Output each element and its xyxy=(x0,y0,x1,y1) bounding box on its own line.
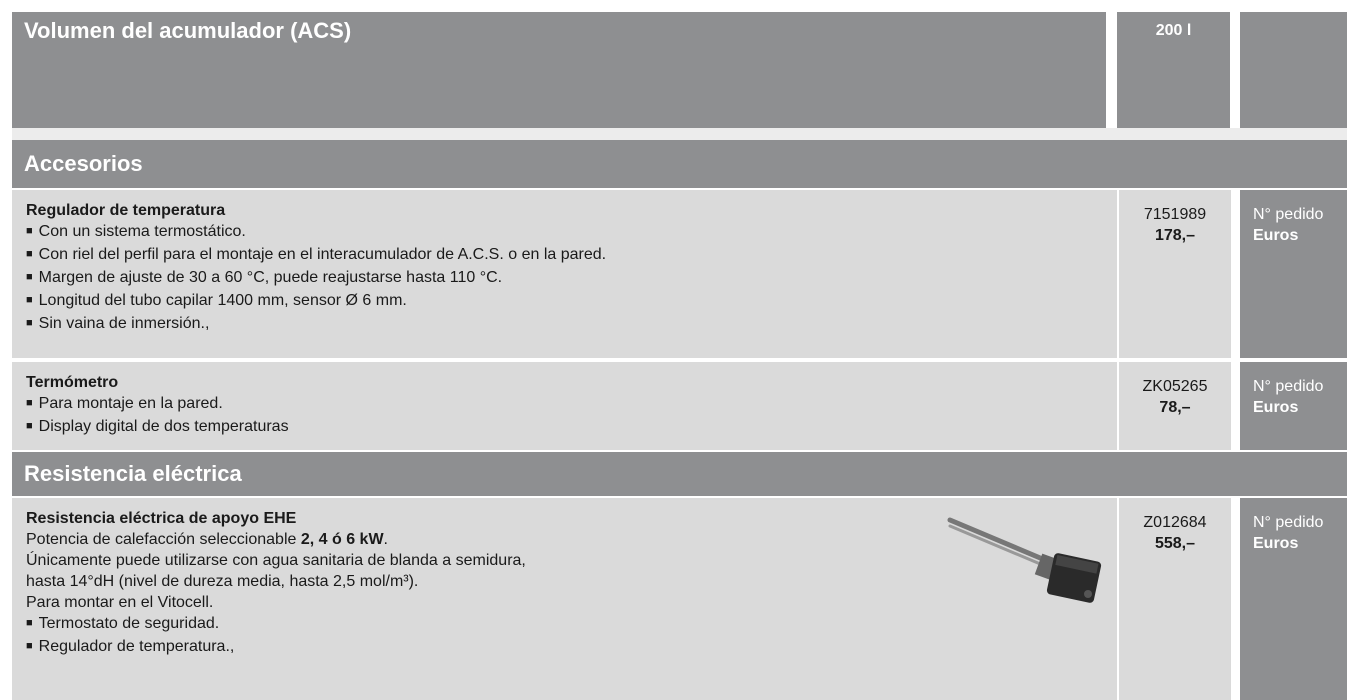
bold-text: 2, 4 ó 6 kW xyxy=(300,531,384,548)
item-line: Para montar en el Vitocell. xyxy=(26,592,1117,613)
bullet-item: Con un sistema termostático. xyxy=(26,221,1117,244)
price: 558,– xyxy=(1154,535,1196,552)
bullet-item: Regulador de temperatura., xyxy=(26,636,1117,659)
bullet-item: Longitud del tubo capilar 1400 mm, senso… xyxy=(26,290,1117,313)
section-title: Resistencia eléctrica xyxy=(24,461,242,486)
item-line: Potencia de calefacción seleccionable 2,… xyxy=(26,529,1117,550)
bullet-item: Con riel del perfil para el montaje en e… xyxy=(26,244,1117,267)
header-title: Volumen del acumulador (ACS) xyxy=(24,18,352,43)
order-number: ZK05265 xyxy=(1142,378,1208,395)
price: 178,– xyxy=(1154,227,1196,244)
header-strip xyxy=(12,128,1347,140)
item-cell: Resistencia eléctrica de apoyo EHE Potenc… xyxy=(12,498,1117,700)
bullet-item: Margen de ajuste de 30 a 60 °C, puede re… xyxy=(26,267,1117,290)
bullet-item: Termostato de seguridad. xyxy=(26,613,1117,636)
label: Euros xyxy=(1253,535,1299,552)
item-title: Regulador de temperatura xyxy=(26,202,226,219)
label-cell: N° pedido Euros xyxy=(1240,498,1347,700)
section-title: Accesorios xyxy=(24,151,143,176)
order-number: 7151989 xyxy=(1143,206,1207,223)
item-title: Resistencia eléctrica de apoyo EHE xyxy=(26,510,297,527)
bullet-item: Display digital de dos temperaturas xyxy=(26,416,1117,439)
item-line: hasta 14°dH (nivel de dureza media, hast… xyxy=(26,571,1117,592)
item-title: Termómetro xyxy=(26,374,119,391)
volume: 200 l xyxy=(1155,22,1192,39)
text: Potencia de calefacción seleccionable xyxy=(26,531,301,548)
item-line: Únicamente puede utilizarse con agua san… xyxy=(26,550,1117,571)
label: N° pedido xyxy=(1253,378,1324,395)
label-cell: N° pedido Euros xyxy=(1240,190,1347,358)
price-cell: Z012684 558,– xyxy=(1118,498,1231,700)
item-cell: Regulador de temperatura Con un sistema t… xyxy=(12,190,1117,358)
price-cell: ZK05265 78,– xyxy=(1118,362,1231,450)
price: 78,– xyxy=(1159,399,1191,416)
label: N° pedido xyxy=(1253,514,1324,531)
label: N° pedido xyxy=(1253,206,1324,223)
text: Para montar en el Vitocell. xyxy=(26,594,214,611)
price-cell: 7151989 178,– xyxy=(1118,190,1231,358)
heater-image xyxy=(947,517,1102,603)
section-band: Resistencia eléctrica xyxy=(12,452,1347,496)
label-cell: N° pedido Euros xyxy=(1240,362,1347,450)
text: Únicamente puede utilizarse con agua san… xyxy=(26,552,526,569)
volume-cell: 200 l xyxy=(1117,12,1230,128)
text: hasta 14°dH (nivel de dureza media, hast… xyxy=(26,573,419,590)
label: Euros xyxy=(1253,399,1299,416)
text: . xyxy=(383,531,388,548)
order-number: Z012684 xyxy=(1143,514,1207,531)
label: Euros xyxy=(1253,227,1299,244)
header-band xyxy=(12,12,1106,128)
section-band: Accesorios xyxy=(12,140,1347,188)
bullet-item: Para montaje en la pared. xyxy=(26,393,1117,416)
item-cell: Termómetro Para montaje en la pared.Displ… xyxy=(12,362,1117,450)
bullet-item: Sin vaina de inmersión., xyxy=(26,313,1117,336)
header-label-cell xyxy=(1240,12,1347,128)
